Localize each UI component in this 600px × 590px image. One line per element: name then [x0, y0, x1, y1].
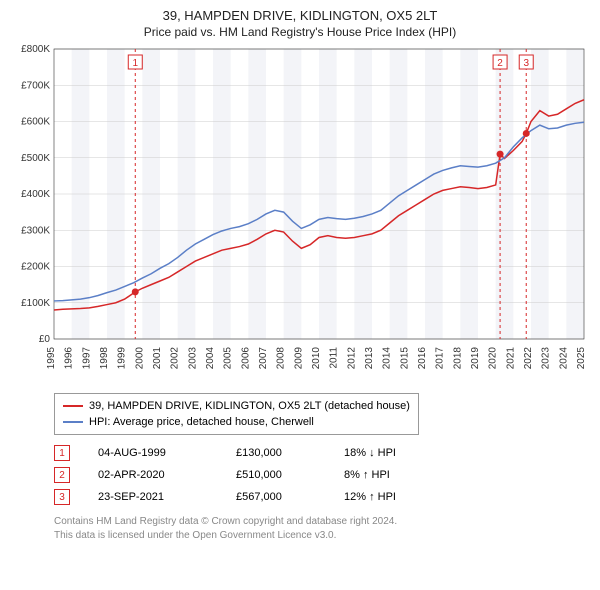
svg-text:£200K: £200K: [21, 262, 50, 273]
svg-text:£400K: £400K: [21, 189, 50, 200]
legend-label: HPI: Average price, detached house, Cher…: [89, 414, 314, 430]
svg-text:2002: 2002: [170, 347, 181, 370]
svg-text:1999: 1999: [117, 347, 128, 370]
svg-text:2022: 2022: [523, 347, 534, 370]
legend-swatch: [63, 405, 83, 407]
legend-swatch: [63, 421, 83, 423]
transaction-price: £130,000: [236, 447, 316, 459]
svg-text:2024: 2024: [558, 347, 569, 370]
svg-text:1997: 1997: [81, 347, 92, 370]
svg-text:2007: 2007: [258, 347, 269, 370]
svg-text:2018: 2018: [452, 347, 463, 370]
transaction-delta: 18% ↓ HPI: [344, 447, 424, 459]
transaction-delta: 8% ↑ HPI: [344, 469, 424, 481]
transaction-date: 02-APR-2020: [98, 469, 208, 481]
transaction-delta: 12% ↑ HPI: [344, 491, 424, 503]
svg-text:2019: 2019: [470, 347, 481, 370]
transaction-date: 04-AUG-1999: [98, 447, 208, 459]
transactions-table: 1 04-AUG-1999 £130,000 18% ↓ HPI 2 02-APR-202…: [54, 445, 590, 505]
transaction-marker-icon: 3: [54, 489, 70, 505]
svg-text:1995: 1995: [46, 347, 57, 370]
transaction-row: 1 04-AUG-1999 £130,000 18% ↓ HPI: [54, 445, 590, 461]
footer-attribution: Contains HM Land Registry data © Crown c…: [54, 515, 590, 543]
svg-text:£500K: £500K: [21, 153, 50, 164]
transaction-price: £567,000: [236, 491, 316, 503]
chart-container: 39, HAMPDEN DRIVE, KIDLINGTON, OX5 2LT P…: [0, 0, 600, 553]
svg-text:2008: 2008: [276, 347, 287, 370]
legend-label: 39, HAMPDEN DRIVE, KIDLINGTON, OX5 2LT (…: [89, 398, 410, 414]
svg-text:2001: 2001: [152, 347, 163, 370]
legend-item: HPI: Average price, detached house, Cher…: [63, 414, 410, 430]
svg-text:1: 1: [132, 58, 138, 69]
line-chart-svg: £0 £100K £200K £300K £400K £500K £600K £700K £80…: [10, 45, 590, 385]
transaction-marker-icon: 2: [54, 467, 70, 483]
transaction-date: 23-SEP-2021: [98, 491, 208, 503]
svg-text:2017: 2017: [435, 347, 446, 370]
svg-text:£0: £0: [39, 334, 51, 345]
svg-text:2025: 2025: [576, 347, 587, 370]
footer-line-2: This data is licensed under the Open Gov…: [54, 529, 590, 543]
svg-text:£600K: £600K: [21, 117, 50, 128]
transaction-price: £510,000: [236, 469, 316, 481]
svg-text:2000: 2000: [134, 347, 145, 370]
svg-text:2023: 2023: [541, 347, 552, 370]
svg-text:£300K: £300K: [21, 225, 50, 236]
footer-line-1: Contains HM Land Registry data © Crown c…: [54, 515, 590, 529]
svg-text:2020: 2020: [488, 347, 499, 370]
svg-text:1996: 1996: [64, 347, 75, 370]
svg-text:2006: 2006: [240, 347, 251, 370]
svg-text:2010: 2010: [311, 347, 322, 370]
svg-text:2016: 2016: [417, 347, 428, 370]
legend: 39, HAMPDEN DRIVE, KIDLINGTON, OX5 2LT (…: [54, 393, 419, 435]
svg-text:2: 2: [497, 58, 503, 69]
svg-text:3: 3: [523, 58, 529, 69]
chart-subtitle: Price paid vs. HM Land Registry's House …: [10, 25, 590, 39]
svg-text:£800K: £800K: [21, 45, 50, 55]
svg-text:2009: 2009: [293, 347, 304, 370]
svg-text:2013: 2013: [364, 347, 375, 370]
svg-text:2011: 2011: [329, 347, 340, 369]
svg-text:1998: 1998: [99, 347, 110, 370]
svg-text:2004: 2004: [205, 347, 216, 370]
chart-plot-area: £0 £100K £200K £300K £400K £500K £600K £700K £80…: [10, 45, 590, 385]
legend-item: 39, HAMPDEN DRIVE, KIDLINGTON, OX5 2LT (…: [63, 398, 410, 414]
svg-text:2014: 2014: [382, 347, 393, 370]
svg-text:2015: 2015: [399, 347, 410, 370]
svg-text:£100K: £100K: [21, 298, 50, 309]
svg-text:2003: 2003: [187, 347, 198, 370]
svg-text:2021: 2021: [505, 347, 516, 370]
svg-text:£700K: £700K: [21, 80, 50, 91]
svg-text:2012: 2012: [346, 347, 357, 370]
transaction-row: 3 23-SEP-2021 £567,000 12% ↑ HPI: [54, 489, 590, 505]
transaction-marker-icon: 1: [54, 445, 70, 461]
svg-text:2005: 2005: [223, 347, 234, 370]
chart-title: 39, HAMPDEN DRIVE, KIDLINGTON, OX5 2LT: [10, 8, 590, 23]
transaction-row: 2 02-APR-2020 £510,000 8% ↑ HPI: [54, 467, 590, 483]
